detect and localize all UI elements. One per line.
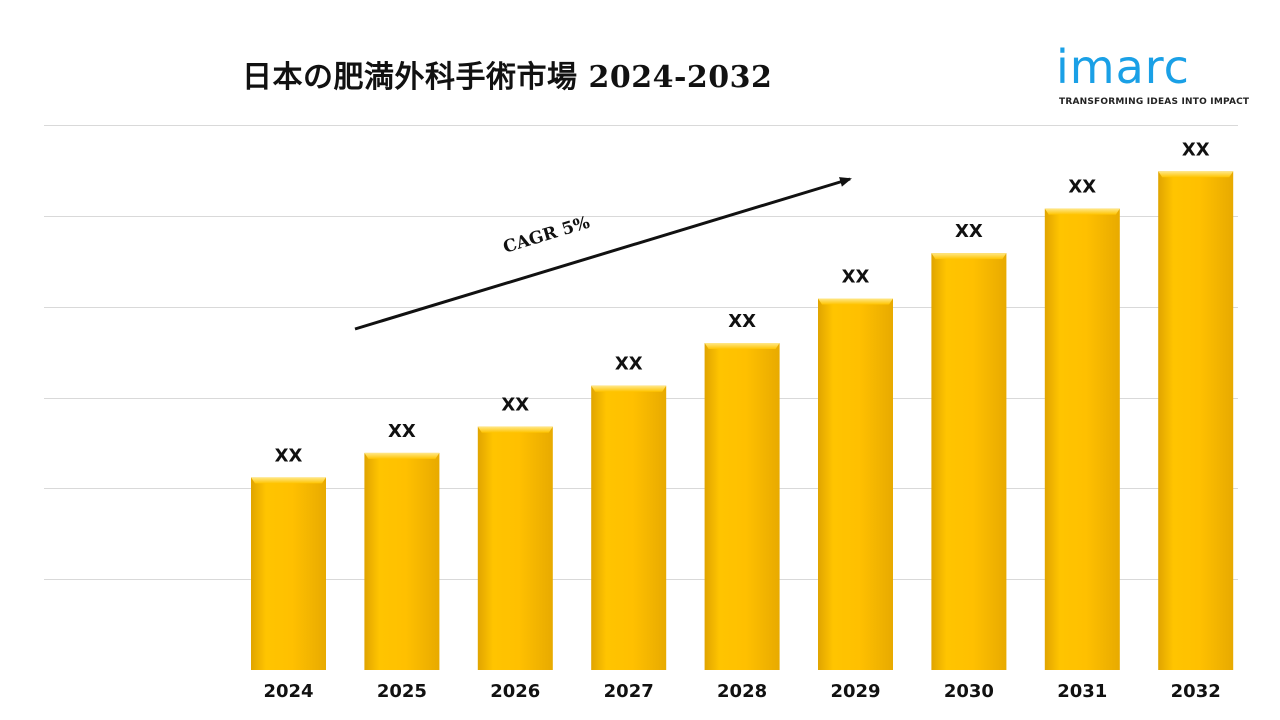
data-label-2029: XX — [842, 267, 870, 288]
cagr-annotation: CAGR 5% — [354, 177, 852, 331]
x-tick-2024: 2024 — [263, 681, 313, 702]
data-label-2030: XX — [955, 221, 983, 242]
x-tick-2028: 2028 — [717, 681, 767, 702]
bar-cap-2027 — [591, 385, 667, 392]
bars — [251, 171, 1234, 671]
x-tick-2031: 2031 — [1057, 681, 1107, 702]
bar-2026 — [477, 426, 553, 670]
logo-wordmark: imarc — [1056, 40, 1190, 94]
bar-2024 — [251, 477, 326, 670]
x-tick-labels: 2024 2025 2026 2027 2028 2029 2030 2031 2032 — [263, 681, 1220, 702]
x-tick-2026: 2026 — [490, 681, 540, 702]
bar-cap-2032 — [1158, 171, 1234, 178]
data-label-2027: XX — [615, 354, 643, 375]
data-label-2025: XX — [388, 421, 416, 442]
data-label-2026: XX — [501, 395, 529, 416]
bar-cap-2025 — [364, 452, 440, 459]
cagr-arrow — [354, 177, 852, 331]
bar-2030 — [931, 253, 1007, 670]
bar-2032 — [1158, 171, 1234, 671]
bar-2027 — [591, 385, 667, 670]
bar-cap-2029 — [818, 298, 893, 305]
bar-2029 — [818, 298, 893, 670]
cagr-label: CAGR 5% — [501, 213, 592, 258]
x-tick-2027: 2027 — [604, 681, 654, 702]
bar-cap-2028 — [704, 343, 780, 349]
bar-cap-2030 — [931, 253, 1007, 260]
x-tick-2032: 2032 — [1171, 681, 1221, 702]
x-tick-2029: 2029 — [830, 681, 880, 702]
data-label-2028: XX — [728, 311, 756, 332]
bar-cap-2024 — [251, 477, 326, 484]
bar-cap-2026 — [477, 426, 553, 433]
data-labels: XX XX XX XX XX XX XX XX XX — [275, 139, 1210, 466]
chart-title: 日本の肥満外科手術市場 2024-2032 — [242, 60, 773, 95]
x-tick-2025: 2025 — [377, 681, 427, 702]
data-label-2032: XX — [1182, 139, 1210, 160]
data-label-2031: XX — [1068, 177, 1096, 198]
data-label-2024: XX — [275, 445, 303, 466]
bar-2025 — [364, 452, 440, 670]
bar-2031 — [1044, 208, 1120, 670]
x-tick-2030: 2030 — [944, 681, 994, 702]
logo-tagline: TRANSFORMING IDEAS INTO IMPACT — [1059, 97, 1250, 107]
bar-cap-2031 — [1044, 208, 1120, 215]
imarc-logo: imarc TRANSFORMING IDEAS INTO IMPACT — [1056, 34, 1249, 114]
bar-2028 — [704, 343, 780, 670]
